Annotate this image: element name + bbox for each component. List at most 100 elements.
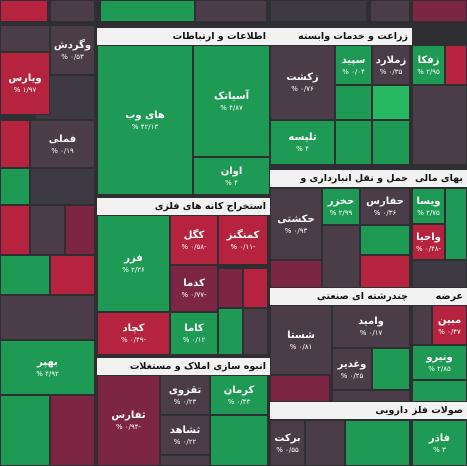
tile <box>65 205 95 255</box>
ticker: ثشاهد <box>169 424 201 436</box>
ticker: حخزر <box>327 196 355 207</box>
ticker: فزر <box>124 253 143 264</box>
change-label: ۰/۴۷ % <box>438 327 461 336</box>
ticker: کدما <box>183 278 205 289</box>
tile <box>0 120 30 168</box>
tile <box>372 120 410 165</box>
ticker: شستا <box>287 329 315 341</box>
tile <box>412 305 432 345</box>
tile: فملی ۰/۱۹ % <box>30 120 95 168</box>
tile <box>0 168 30 205</box>
tile <box>50 0 95 22</box>
tile <box>0 395 50 466</box>
tile: آسیاتک ۴/۸۷ % <box>193 45 270 157</box>
tile: ونیرو ۲/۸۵ % <box>412 345 467 380</box>
tile <box>412 85 467 165</box>
tile <box>243 308 268 355</box>
tile: زملارد ۰/۳۵ % <box>372 45 410 85</box>
tile: وامید ۰/۱۷ % <box>332 305 410 348</box>
tile <box>412 380 467 402</box>
tile: کرمان ۰/۴۳ % <box>210 375 268 415</box>
change-label: ۴ % <box>296 145 309 153</box>
change-label: ۰/۱۲ % <box>182 336 206 344</box>
change-label: ۴/۸۷ % <box>220 103 243 112</box>
sector-title: عرضه <box>412 288 467 305</box>
tile <box>372 85 410 120</box>
change-label: ۰/۲۵ % <box>340 371 364 380</box>
tile <box>210 415 268 466</box>
tile: مبین ۰/۴۷ % <box>432 305 467 345</box>
sector-title: زراعت و خدمات وابسته <box>270 28 412 45</box>
ticker: واحیا <box>416 231 441 243</box>
tile <box>445 45 467 85</box>
ticker: کاما <box>184 323 204 334</box>
tile: فاذر ۳ % <box>412 420 467 466</box>
ticker: فملی <box>48 133 77 145</box>
ticker: حفارس <box>366 196 404 207</box>
change-label: ۲/۹۹ % <box>329 209 353 217</box>
tile: کاما ۰/۱۲ % <box>170 312 218 355</box>
change-label: ۰/۵۵ % <box>276 445 299 454</box>
tile <box>243 268 268 308</box>
tile <box>0 255 50 295</box>
tile: شستا ۰/۸۱ % <box>270 305 332 375</box>
ticker: وگردش <box>53 39 92 51</box>
change-label: ۰/۲۲ % <box>173 437 197 446</box>
change-label: ۰/۱۷ % <box>359 329 383 337</box>
tile: حخزر ۲/۹۹ % <box>322 188 360 225</box>
ticker: های وب <box>125 109 165 121</box>
tile <box>445 188 467 260</box>
tile: سپید ۰/۰۴ % <box>335 45 372 85</box>
tile <box>345 420 410 466</box>
tile: تقزوی ۰/۲۳ % <box>160 375 210 415</box>
tile <box>372 348 410 390</box>
tile: فزر ۲/۳۶ % <box>97 215 170 312</box>
change-label: ۲/۸۵ % <box>428 365 451 373</box>
tile: ویارس ۱/۹۷ % <box>0 52 50 115</box>
change-label: -۰/۴۹ % <box>120 336 147 344</box>
tile <box>370 0 410 22</box>
ticker: برکت <box>274 432 301 444</box>
tile: حکشتی ۰/۹۳ % <box>270 188 322 260</box>
change-label: ۰/۳۶ % <box>373 209 397 217</box>
change-label: ۲/۹۵ % <box>417 67 440 76</box>
tile: کمنگنز -۰/۱۱ % <box>218 215 268 265</box>
ticker: اوان <box>220 165 243 177</box>
tile <box>360 255 410 288</box>
change-label: ۰/۷۶ % <box>291 85 314 93</box>
ticker: آسیاتک <box>213 90 250 102</box>
ticker: مبین <box>437 314 462 326</box>
sector-title: اطلاعات و ارتباطات <box>97 28 270 45</box>
change-label: -۰/۷۷ % <box>181 291 207 299</box>
tile <box>0 295 95 340</box>
change-label: ۲/۷۵ % <box>417 208 440 217</box>
tile <box>305 420 345 466</box>
ticker: وامید <box>358 316 384 327</box>
tile: حفارس ۰/۳۶ % <box>360 188 410 225</box>
tile <box>270 0 367 22</box>
sector-title: صولات فلزی <box>412 402 467 419</box>
change-label: ۳ % <box>433 445 446 454</box>
tile <box>30 205 65 255</box>
change-label: ۰/۳۵ % <box>379 67 403 76</box>
tile: ثشاهد ۰/۲۲ % <box>160 415 210 455</box>
ticker: زملارد <box>375 54 407 66</box>
tile: تلیسه ۴ % <box>270 120 335 165</box>
change-label: -۰/۵۸ % <box>181 242 207 251</box>
change-label: ۴۲/۱۳ % <box>131 122 159 131</box>
tile <box>335 120 372 165</box>
ticker: تلیسه <box>288 132 317 143</box>
change-label: -۰/۹۴ % <box>115 423 142 431</box>
ticker: کمنگنز <box>226 229 260 241</box>
tile: های وب ۴۲/۱۳ % <box>97 45 193 195</box>
ticker: ویسا <box>416 195 441 207</box>
tile <box>335 85 372 120</box>
ticker: کچاد <box>122 323 145 334</box>
ticker: بهپر <box>37 357 58 368</box>
tile <box>100 0 195 22</box>
tile: واحیا -۰/۴۸ % <box>412 224 445 260</box>
tile <box>0 0 48 22</box>
tile <box>412 0 467 22</box>
tile <box>195 0 267 22</box>
